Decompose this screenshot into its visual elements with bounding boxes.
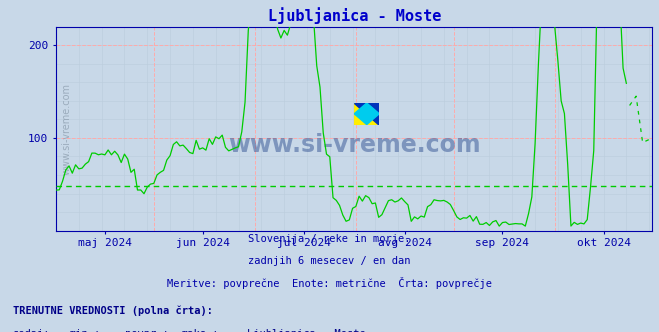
- Text: maks.:: maks.:: [181, 329, 219, 332]
- Text: Ljubljanica - Moste: Ljubljanica - Moste: [247, 329, 366, 332]
- Polygon shape: [355, 103, 380, 124]
- Text: zadnjih 6 mesecev / en dan: zadnjih 6 mesecev / en dan: [248, 256, 411, 266]
- Text: Meritve: povprečne  Enote: metrične  Črta: povprečje: Meritve: povprečne Enote: metrične Črta:…: [167, 277, 492, 289]
- Text: www.si-vreme.com: www.si-vreme.com: [62, 83, 72, 175]
- Text: Slovenija / reke in morje.: Slovenija / reke in morje.: [248, 234, 411, 244]
- Text: min.:: min.:: [69, 329, 100, 332]
- Text: www.si-vreme.com: www.si-vreme.com: [228, 133, 480, 157]
- Text: sedaj:: sedaj:: [13, 329, 51, 332]
- Title: Ljubljanica - Moste: Ljubljanica - Moste: [268, 7, 441, 24]
- Polygon shape: [355, 103, 380, 124]
- Text: TRENUTNE VREDNOSTI (polna črta):: TRENUTNE VREDNOSTI (polna črta):: [13, 305, 213, 316]
- Polygon shape: [355, 103, 380, 124]
- Text: povpr.:: povpr.:: [125, 329, 169, 332]
